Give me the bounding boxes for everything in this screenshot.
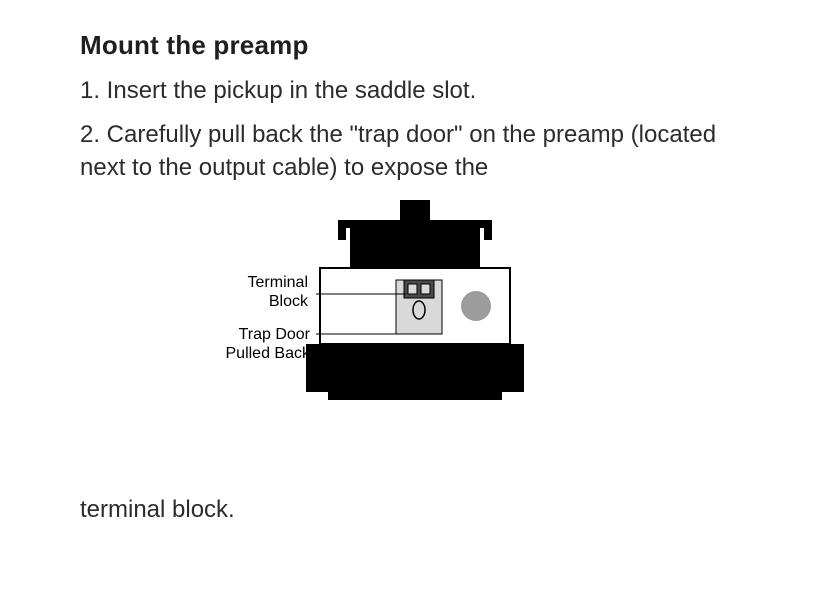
step-2: 2. Carefully pull back the "trap door" o… — [80, 119, 747, 184]
step-1: 1. Insert the pickup in the saddle slot. — [80, 75, 747, 107]
bottom-base — [306, 344, 524, 392]
page: Mount the preamp 1. Insert the pickup in… — [0, 0, 827, 568]
terminal-tooth-2 — [421, 284, 430, 294]
preamp-diagram — [220, 196, 580, 456]
figure-block: Terminal Block Trap Door Pulled Back — [80, 196, 747, 456]
terminal-tooth-1 — [408, 284, 417, 294]
side-button — [461, 291, 491, 321]
top-nub — [400, 200, 430, 222]
top-block — [350, 220, 480, 268]
bottom-lip — [328, 392, 502, 400]
step-2-continuation: terminal block. — [80, 496, 747, 524]
section-heading: Mount the preamp — [80, 30, 747, 61]
